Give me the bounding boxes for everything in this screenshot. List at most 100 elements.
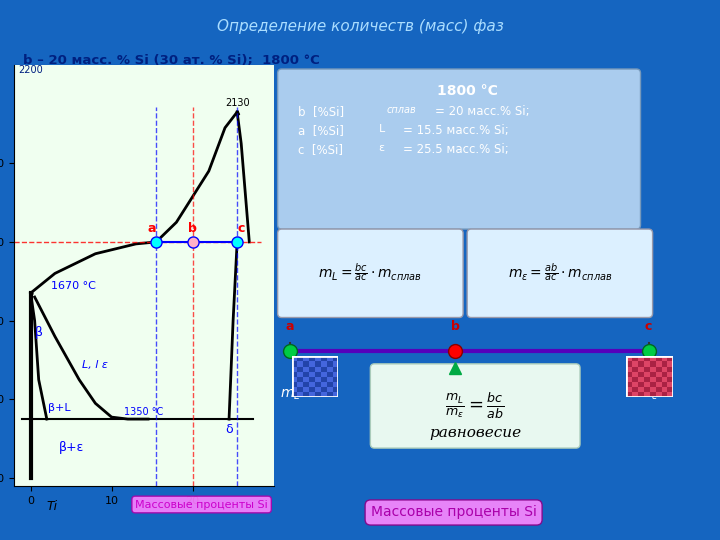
Bar [309,387,315,392]
Bar [333,367,338,372]
Bar [292,392,297,397]
Bar [632,356,638,361]
Bar [303,377,309,382]
Bar [644,392,650,397]
Text: равновесие: равновесие [429,427,521,440]
Bar [667,361,673,367]
FancyBboxPatch shape [278,69,641,229]
Text: b: b [451,320,459,333]
Bar [315,367,321,372]
Bar [626,392,632,397]
Text: Массовые проценты Si: Массовые проценты Si [371,505,536,519]
Text: $m_\epsilon$: $m_\epsilon$ [639,388,659,402]
Bar [333,387,338,392]
Bar [649,356,656,361]
Bar [292,361,297,367]
Text: b – 20 масс. % Si (30 ат. % Si);  1800 °C: b – 20 масс. % Si (30 ат. % Si); 1800 °C [23,54,320,68]
Bar [656,361,662,367]
Bar [321,382,327,387]
Text: 2130: 2130 [225,98,249,108]
Bar [297,361,303,367]
Text: c: c [238,222,245,235]
Bar [303,372,309,377]
Bar [292,372,297,377]
Bar [327,356,333,361]
Text: Ti: Ti [46,500,58,512]
Text: 1800 °С: 1800 °С [437,84,498,98]
Text: β+ε: β+ε [58,441,84,454]
Bar [662,387,667,392]
Bar [662,356,667,361]
Bar [656,382,662,387]
Text: b  [%Si]: b [%Si] [298,105,344,118]
Bar [644,377,650,382]
Bar [656,372,662,377]
Bar [309,356,315,361]
Bar [327,367,333,372]
Bar [309,372,315,377]
Bar [333,382,338,387]
Bar [297,377,303,382]
Bar [321,392,327,397]
Bar [626,367,632,372]
Bar [638,377,644,382]
Bar [667,392,673,397]
Bar [297,372,303,377]
Text: a  [%Si]: a [%Si] [298,124,343,137]
Bar [309,392,315,397]
Bar [662,382,667,387]
Bar [315,392,321,397]
Bar [649,361,656,367]
Bar [656,392,662,397]
Bar [662,392,667,397]
Bar [321,367,327,372]
Bar [315,361,321,367]
FancyBboxPatch shape [278,229,463,318]
Text: L: L [379,124,384,134]
Bar [292,382,297,387]
Bar [667,372,673,377]
Bar [315,377,321,382]
Text: 2200: 2200 [19,65,43,75]
Text: β: β [35,326,42,340]
Bar [292,356,297,361]
Bar [667,356,673,361]
Bar [297,367,303,372]
Bar [327,387,333,392]
Bar [292,387,297,392]
Bar [632,367,638,372]
Bar [626,387,632,392]
Bar [638,392,644,397]
Bar [309,367,315,372]
Text: = 20 масс.% Si;: = 20 масс.% Si; [435,105,529,118]
Bar [327,382,333,387]
Text: 1350 °С: 1350 °С [125,407,163,417]
Bar [638,356,644,361]
Text: $\frac{m_L}{m_\varepsilon} = \frac{bc}{ab}$: $\frac{m_L}{m_\varepsilon} = \frac{bc}{a… [446,391,505,421]
Bar [297,387,303,392]
Text: β+L: β+L [48,403,71,413]
Bar [303,387,309,392]
Text: 1670 °С: 1670 °С [51,281,96,291]
Text: $m_\varepsilon = \frac{ab}{ac} \cdot m_{сплав}$: $m_\varepsilon = \frac{ab}{ac} \cdot m_{… [508,262,612,285]
Bar [309,382,315,387]
Bar [649,392,656,397]
Text: сплав: сплав [387,105,416,115]
Bar [649,387,656,392]
Bar [321,372,327,377]
Text: = 25.5 масс.% Si;: = 25.5 масс.% Si; [402,143,508,156]
Bar [656,387,662,392]
Bar [662,367,667,372]
Bar [626,377,632,382]
Text: b: b [188,222,197,235]
Bar [303,367,309,372]
Bar [638,361,644,367]
Bar [632,361,638,367]
Bar [632,387,638,392]
Bar [644,367,650,372]
Bar [303,356,309,361]
Text: $m_L = \frac{bc}{ac} \cdot m_{сплав}$: $m_L = \frac{bc}{ac} \cdot m_{сплав}$ [318,262,423,285]
Bar [333,377,338,382]
Text: δ: δ [225,423,233,436]
FancyBboxPatch shape [370,364,580,448]
